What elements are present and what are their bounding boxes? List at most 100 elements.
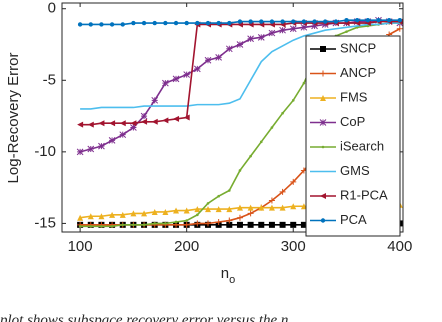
marker (323, 19, 328, 24)
marker (354, 17, 360, 23)
marker (236, 221, 243, 228)
marker (215, 54, 223, 61)
marker (300, 23, 308, 31)
legend-box (305, 35, 401, 237)
marker (226, 217, 233, 224)
marker (247, 204, 254, 211)
legend-marker (320, 95, 326, 101)
x-tick-label: 300 (281, 238, 306, 255)
marker (183, 207, 190, 214)
y-axis-label: Log-Recovery Error (5, 53, 22, 184)
marker (279, 221, 286, 228)
marker (172, 75, 180, 83)
legend-label: R1-PCA (340, 187, 388, 202)
marker (151, 208, 158, 215)
marker (281, 111, 284, 115)
marker (141, 210, 148, 217)
marker (140, 112, 148, 120)
marker (226, 221, 233, 228)
x-axis-label: no (221, 265, 235, 286)
legend-label: ANCP (340, 65, 376, 80)
marker (236, 214, 243, 221)
marker (300, 203, 307, 210)
marker (183, 221, 190, 228)
legend-marker (320, 218, 326, 223)
marker (108, 137, 116, 144)
marker (204, 56, 212, 64)
marker (247, 35, 254, 43)
legend-label: SNCP (340, 40, 376, 55)
legend: SNCP ANCP FMS CoP iSearch GMS R1-PCA PCA (305, 35, 401, 237)
marker (226, 206, 233, 213)
marker (77, 22, 83, 27)
marker (396, 25, 403, 32)
marker (193, 65, 201, 73)
marker (173, 20, 179, 26)
marker (279, 26, 286, 34)
marker (119, 120, 126, 127)
marker (236, 41, 244, 48)
marker (98, 120, 105, 127)
marker (195, 20, 200, 26)
marker (258, 221, 265, 228)
marker (268, 197, 275, 204)
x-axis-label-main: n (221, 265, 229, 282)
marker (119, 211, 126, 218)
marker (194, 220, 201, 227)
marker (247, 221, 254, 228)
x-tick-label: 100 (68, 238, 93, 255)
marker (141, 118, 148, 125)
legend-marker (321, 145, 325, 149)
marker (345, 30, 348, 33)
marker (237, 19, 243, 24)
marker (141, 20, 147, 26)
marker (194, 206, 201, 213)
marker (291, 99, 295, 102)
marker (162, 79, 169, 87)
marker (238, 169, 242, 172)
legend-label: FMS (340, 89, 368, 104)
marker (164, 222, 167, 225)
marker (291, 19, 296, 24)
marker (87, 121, 94, 128)
marker (173, 207, 180, 214)
marker (87, 145, 95, 153)
marker (344, 17, 349, 23)
marker (130, 210, 137, 217)
marker (269, 19, 275, 24)
marker (365, 17, 371, 23)
marker (280, 19, 285, 24)
marker (248, 19, 253, 24)
marker (258, 204, 265, 211)
marker (132, 223, 135, 227)
series-line (80, 22, 400, 110)
marker (301, 19, 307, 24)
y-tick-label: 0 (48, 0, 56, 17)
marker (173, 115, 180, 122)
y-tick-label: -10 (34, 143, 56, 160)
marker (109, 22, 115, 27)
caption: plot shows subspace recovery error versu… (0, 312, 288, 322)
legend-marker (320, 70, 326, 77)
marker (131, 20, 136, 26)
marker (247, 210, 254, 217)
marker (163, 20, 168, 26)
marker (257, 33, 265, 41)
marker (279, 204, 286, 211)
marker (268, 204, 275, 211)
marker (151, 96, 159, 104)
marker (216, 20, 221, 26)
marker (215, 218, 222, 225)
marker (196, 213, 199, 217)
marker (109, 120, 116, 127)
marker (290, 203, 297, 210)
marker (109, 211, 116, 218)
marker (279, 188, 286, 195)
legend-marker (319, 119, 327, 126)
marker (87, 213, 94, 220)
marker (311, 22, 318, 30)
marker (333, 19, 339, 24)
marker (110, 224, 114, 228)
marker (130, 124, 137, 131)
marker (183, 114, 190, 121)
